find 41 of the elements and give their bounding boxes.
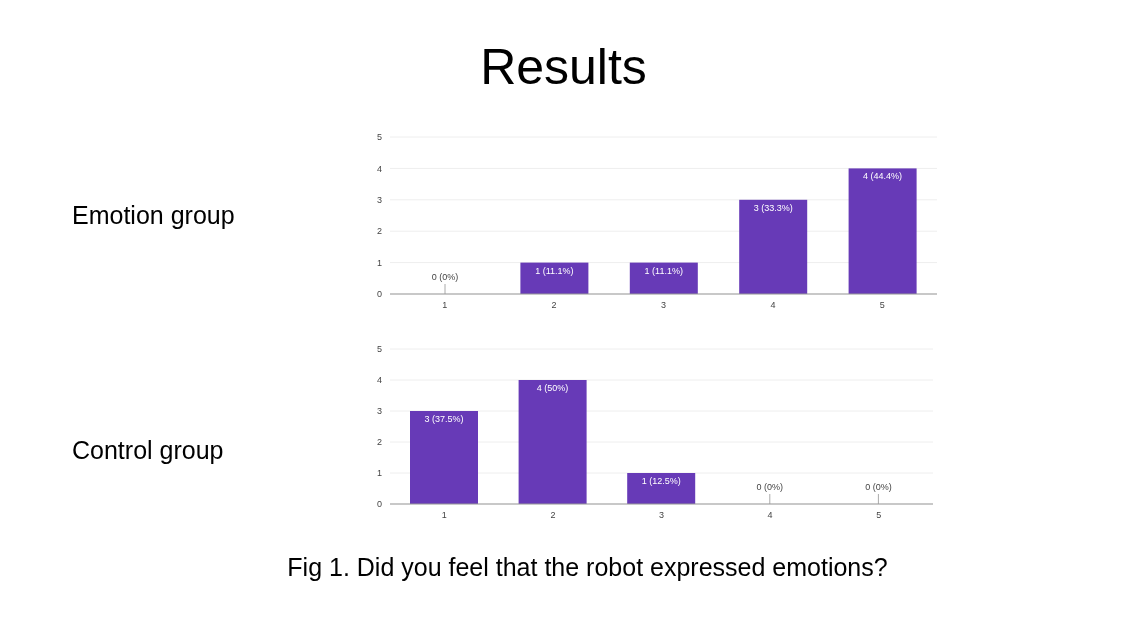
- chart-title: Results: [479, 38, 648, 96]
- y-tick-label: 4: [376, 163, 382, 174]
- x-tick-label: 3: [658, 510, 665, 521]
- bar: [410, 411, 478, 504]
- y-tick-label: 3: [376, 194, 382, 205]
- y-tick-label: 2: [376, 226, 382, 237]
- bar: [739, 199, 808, 294]
- caption: Fig 1. Did you feel that the robot expressed emotions?: [286, 553, 889, 582]
- y-tick-label: 3: [376, 406, 382, 417]
- x-tick-label: 5: [876, 510, 882, 521]
- data-label: 3 (37.5%): [424, 414, 464, 424]
- x-tick-label: 1: [441, 510, 447, 521]
- y-axis-title: Control group: [72, 436, 224, 465]
- data-label: 1 (11.1%): [644, 265, 683, 276]
- bar: [848, 168, 917, 294]
- x-tick-label: 5: [879, 300, 885, 311]
- y-tick-label: 0: [376, 289, 382, 300]
- x-tick-label: 4: [770, 300, 776, 311]
- data-label: 3 (33.3%): [753, 202, 793, 213]
- x-tick-label: 4: [767, 510, 773, 521]
- y-tick-label: 0: [376, 499, 382, 510]
- x-tick-label: 1: [442, 300, 448, 311]
- data-label: 0 (0%): [431, 272, 459, 282]
- data-label: 4 (44.4%): [863, 171, 903, 182]
- y-tick-label: 5: [376, 344, 382, 355]
- bar: [518, 380, 587, 504]
- y-tick-label: 1: [376, 257, 382, 268]
- x-tick-label: 3: [660, 300, 667, 311]
- y-axis-title: Emotion group: [72, 201, 235, 230]
- x-tick-label: 2: [551, 300, 557, 311]
- data-label: 1 (11.1%): [535, 265, 574, 276]
- y-tick-label: 4: [376, 375, 382, 386]
- y-tick-label: 2: [376, 437, 382, 448]
- data-label: 0 (0%): [756, 482, 784, 492]
- data-label: 4 (50%): [536, 383, 569, 393]
- data-label: 0 (0%): [865, 482, 892, 492]
- data-label: 1 (12.5%): [641, 476, 681, 486]
- x-tick-label: 2: [550, 510, 556, 521]
- y-tick-label: 1: [376, 468, 382, 479]
- y-tick-label: 5: [376, 132, 382, 143]
- bar: [627, 473, 696, 504]
